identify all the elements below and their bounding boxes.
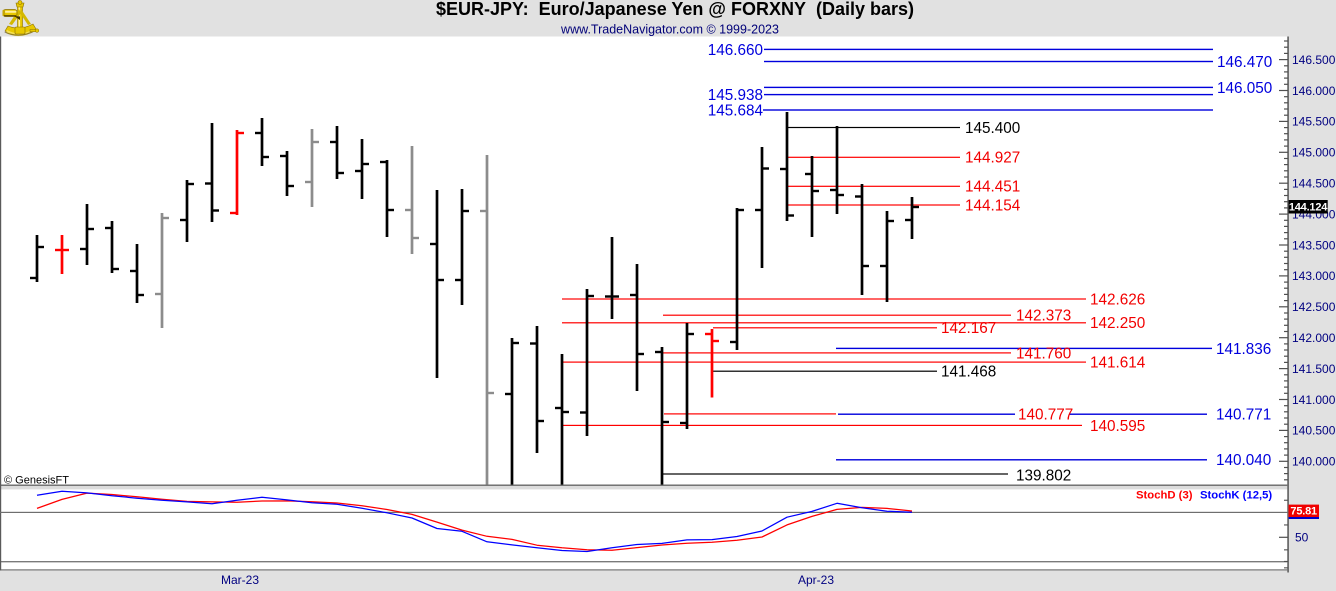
svg-text:145.500: 145.500 <box>1292 115 1336 129</box>
svg-text:143.000: 143.000 <box>1292 269 1336 283</box>
svg-text:141.760: 141.760 <box>1016 345 1071 362</box>
svg-text:$EUR-JPY: Euro/Japanese Yen @: $EUR-JPY: Euro/Japanese Yen @ FORXNY (Da… <box>436 0 914 19</box>
svg-text:142.250: 142.250 <box>1090 315 1145 332</box>
svg-text:145.684: 145.684 <box>708 102 764 119</box>
svg-text:145.000: 145.000 <box>1292 146 1336 160</box>
svg-text:140.595: 140.595 <box>1090 418 1145 435</box>
svg-text:140.777: 140.777 <box>1018 406 1073 423</box>
svg-text:50: 50 <box>1295 531 1309 545</box>
svg-text:144.451: 144.451 <box>965 179 1020 196</box>
svg-text:75.81: 75.81 <box>1290 505 1317 517</box>
svg-text:146.660: 146.660 <box>708 42 763 59</box>
svg-text:141.614: 141.614 <box>1090 355 1146 372</box>
svg-text:140.040: 140.040 <box>1216 452 1271 469</box>
svg-text:141.468: 141.468 <box>941 364 996 381</box>
svg-text:Mar-23: Mar-23 <box>221 573 259 587</box>
svg-text:140.500: 140.500 <box>1292 424 1336 438</box>
svg-text:142.626: 142.626 <box>1090 291 1145 308</box>
svg-text:StochD (3): StochD (3) <box>1136 490 1193 502</box>
svg-text:142.373: 142.373 <box>1016 308 1071 325</box>
svg-text:144.927: 144.927 <box>965 150 1020 167</box>
svg-text:© GenesisFT: © GenesisFT <box>4 475 69 487</box>
svg-text:141.500: 141.500 <box>1292 362 1336 376</box>
svg-text:Apr-23: Apr-23 <box>798 573 834 587</box>
svg-text:www.TradeNavigator.com © 1999-: www.TradeNavigator.com © 1999-2023 <box>560 23 779 37</box>
svg-text:145.938: 145.938 <box>708 87 763 104</box>
svg-text:139.802: 139.802 <box>1016 467 1071 484</box>
svg-text:142.167: 142.167 <box>941 320 996 337</box>
svg-text:StochK (12,5): StochK (12,5) <box>1200 490 1272 502</box>
svg-text:141.836: 141.836 <box>1216 341 1271 358</box>
svg-text:144.500: 144.500 <box>1292 177 1336 191</box>
svg-text:142.000: 142.000 <box>1292 331 1336 345</box>
svg-text:143.500: 143.500 <box>1292 238 1336 252</box>
svg-text:146.050: 146.050 <box>1217 80 1272 97</box>
svg-text:141.000: 141.000 <box>1292 393 1336 407</box>
svg-text:140.771: 140.771 <box>1216 407 1271 424</box>
svg-text:142.500: 142.500 <box>1292 300 1336 314</box>
svg-text:145.400: 145.400 <box>965 120 1020 137</box>
svg-text:146.000: 146.000 <box>1292 84 1336 98</box>
svg-text:146.500: 146.500 <box>1292 53 1336 67</box>
svg-text:140.000: 140.000 <box>1292 455 1336 469</box>
svg-text:144.124: 144.124 <box>1289 202 1328 214</box>
svg-text:146.470: 146.470 <box>1217 54 1272 71</box>
svg-text:144.154: 144.154 <box>965 197 1021 214</box>
